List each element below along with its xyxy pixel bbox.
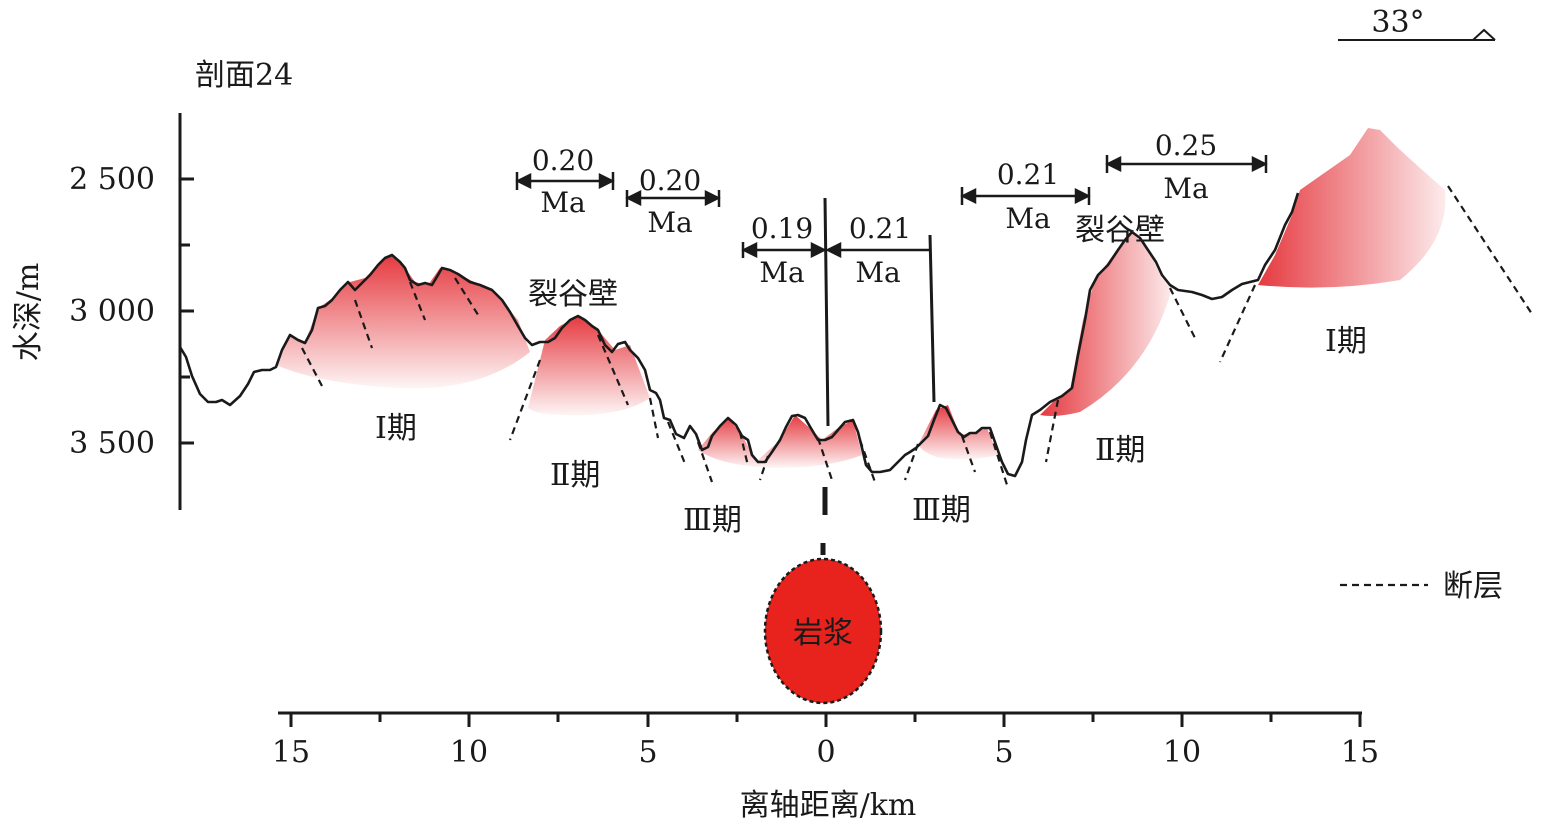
x-tick-label: 15	[1341, 735, 1379, 770]
x-tick-label: 5	[994, 735, 1013, 770]
age-unit: Ma	[647, 206, 692, 239]
x-tick-label: 5	[638, 735, 657, 770]
age-value: 0.21	[997, 158, 1059, 191]
rift-wall-label: 裂谷壁	[1075, 213, 1165, 248]
y-tick-label: 2 500	[69, 162, 155, 197]
x-tick-label: 15	[272, 735, 310, 770]
legend-fault-label: 断层	[1443, 569, 1503, 604]
fault-lines	[301, 185, 1533, 489]
x-tick-label: 10	[450, 735, 488, 770]
phase-label: Ⅰ期	[1325, 324, 1367, 359]
phase-label: Ⅰ期	[375, 411, 417, 446]
age-value: 0.20	[639, 164, 701, 197]
age-unit: Ma	[540, 186, 585, 219]
age-unit: Ma	[1163, 172, 1208, 205]
phase-label: Ⅱ期	[550, 458, 600, 493]
age-unit: Ma	[1005, 202, 1050, 235]
rift-wall-label: 裂谷壁	[528, 277, 618, 312]
magma-label: 岩浆	[793, 616, 853, 651]
spreading-axis	[820, 197, 936, 555]
age-unit: Ma	[759, 256, 804, 289]
age-unit: Ma	[855, 256, 900, 289]
phase-label: Ⅲ期	[912, 493, 971, 528]
seafloor-profile-line	[178, 192, 1300, 478]
y-tick-label: 3 000	[69, 294, 155, 329]
phase-label: Ⅲ期	[683, 503, 742, 538]
y-axis-label: 水深/m	[11, 263, 46, 362]
x-axis	[278, 711, 1362, 727]
age-arrows	[515, 155, 1268, 259]
age-value: 0.20	[532, 144, 594, 177]
age-value: 0.19	[751, 212, 813, 245]
orientation-indicator: 33°	[1338, 5, 1496, 41]
phase-label: Ⅱ期	[1095, 433, 1145, 468]
age-value: 0.25	[1155, 129, 1217, 162]
orientation-angle: 33°	[1371, 5, 1424, 40]
x-tick-label: 0	[816, 735, 835, 770]
y-axis	[178, 113, 194, 510]
x-tick-label: 10	[1163, 735, 1201, 770]
volcanic-edifices	[276, 128, 1446, 468]
profile-title: 剖面24	[195, 58, 293, 93]
y-tick-label: 3 500	[69, 426, 155, 461]
x-axis-label: 离轴距离/km	[740, 788, 917, 823]
legend: 断层	[1340, 569, 1503, 604]
magma-chamber	[763, 557, 883, 705]
age-value: 0.21	[849, 212, 911, 245]
